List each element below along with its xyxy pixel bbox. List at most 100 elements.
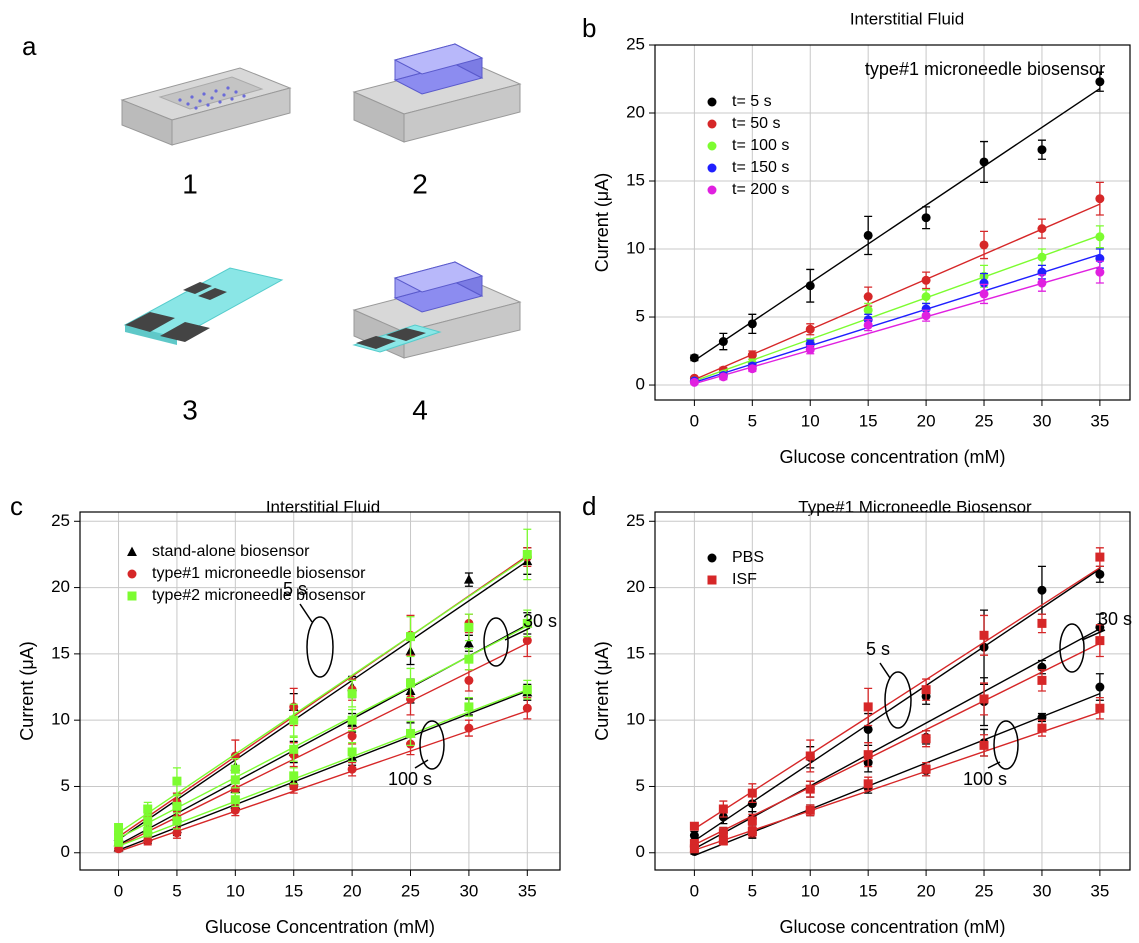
- annotation: 30 s: [1098, 609, 1132, 629]
- marker: [406, 694, 416, 704]
- marker: [347, 715, 357, 725]
- marker: [805, 324, 815, 334]
- marker: [707, 185, 717, 195]
- marker: [747, 799, 757, 809]
- x-tick-label: 10: [226, 881, 245, 900]
- fit-line: [694, 234, 1101, 382]
- y-tick-label: 15: [626, 643, 645, 662]
- annotation: 30 s: [523, 611, 557, 631]
- marker: [230, 784, 240, 794]
- marker: [230, 795, 240, 805]
- x-tick-label: 5: [748, 881, 757, 900]
- marker: [406, 678, 416, 688]
- marker: [863, 292, 873, 302]
- marker: [747, 364, 757, 374]
- x-tick-label: 5: [172, 881, 181, 900]
- chart-title: Interstitial Fluid: [850, 9, 964, 28]
- marker: [230, 764, 240, 774]
- marker: [707, 119, 717, 129]
- marker: [921, 213, 931, 223]
- fit-line: [694, 711, 1101, 851]
- fit-line: [118, 710, 528, 853]
- legend-label: ISF: [732, 571, 757, 588]
- annotation: 100 s: [963, 769, 1007, 789]
- annotation-leader: [414, 759, 429, 769]
- chart-title: Type#1 Microneedle Biosensor: [798, 497, 1032, 516]
- marker: [863, 779, 873, 789]
- fit-line: [694, 568, 1101, 842]
- illustration-label: 2: [412, 168, 428, 199]
- y-tick-label: 15: [626, 170, 645, 189]
- legend-label: type#1 microneedle biosensor: [152, 565, 366, 582]
- annotation-ellipse: [419, 720, 445, 770]
- marker: [1037, 224, 1047, 234]
- annotation-ellipse: [1059, 623, 1085, 673]
- chart-title: Interstitial Fluid: [266, 497, 380, 516]
- marker: [114, 837, 124, 847]
- annotation: 5 s: [283, 579, 307, 599]
- legend-label: t= 150 s: [732, 159, 789, 176]
- fit-line: [694, 266, 1101, 385]
- marker: [805, 784, 815, 794]
- x-tick-label: 35: [1090, 881, 1109, 900]
- legend-label: type#2 microneedle biosensor: [152, 587, 366, 604]
- fit-line: [118, 560, 528, 841]
- marker: [921, 734, 931, 744]
- marker: [289, 771, 299, 781]
- x-tick-label: 10: [801, 881, 820, 900]
- marker: [1095, 552, 1105, 562]
- illustration: [123, 267, 284, 345]
- y-tick-label: 0: [636, 375, 645, 394]
- marker: [979, 289, 989, 299]
- marker: [707, 141, 717, 151]
- x-tick-label: 25: [975, 411, 994, 430]
- fit-line: [694, 628, 1101, 850]
- marker: [172, 816, 182, 826]
- annotation: 5 s: [866, 639, 890, 659]
- marker: [707, 553, 717, 563]
- marker: [230, 775, 240, 785]
- x-tick-label: 20: [917, 411, 936, 430]
- x-tick-label: 20: [343, 881, 362, 900]
- marker: [172, 776, 182, 786]
- marker: [1095, 267, 1105, 277]
- marker: [921, 764, 931, 774]
- marker: [1095, 682, 1105, 692]
- annotation-ellipse: [306, 616, 334, 678]
- marker: [464, 622, 474, 632]
- annotation-leader: [1081, 629, 1106, 641]
- marker: [463, 574, 474, 584]
- annotation-leader: [987, 761, 1001, 769]
- annotation-ellipse: [993, 720, 1019, 770]
- y-tick-label: 5: [636, 307, 645, 326]
- marker: [863, 724, 873, 734]
- illustration-label: 4: [412, 394, 428, 425]
- y-tick-label: 10: [51, 710, 70, 729]
- fit-line: [694, 693, 1101, 857]
- fit-line: [118, 642, 528, 847]
- y-axis-label: Current (μA): [592, 641, 612, 740]
- x-tick-label: 25: [401, 881, 420, 900]
- marker: [464, 702, 474, 712]
- marker: [805, 345, 815, 355]
- y-tick-label: 10: [626, 239, 645, 258]
- marker: [718, 828, 728, 838]
- y-tick-label: 20: [626, 102, 645, 121]
- x-tick-label: 30: [1032, 881, 1051, 900]
- marker: [406, 728, 416, 738]
- marker: [707, 97, 717, 107]
- marker: [127, 546, 137, 557]
- marker: [463, 637, 474, 648]
- marker: [921, 311, 931, 321]
- marker: [689, 844, 699, 854]
- marker: [718, 337, 728, 347]
- marker: [1095, 77, 1105, 87]
- marker: [921, 275, 931, 285]
- marker: [979, 630, 989, 640]
- marker: [172, 828, 182, 838]
- legend-label: t= 100 s: [732, 137, 789, 154]
- illustration: [352, 43, 522, 143]
- y-tick-label: 5: [61, 776, 70, 795]
